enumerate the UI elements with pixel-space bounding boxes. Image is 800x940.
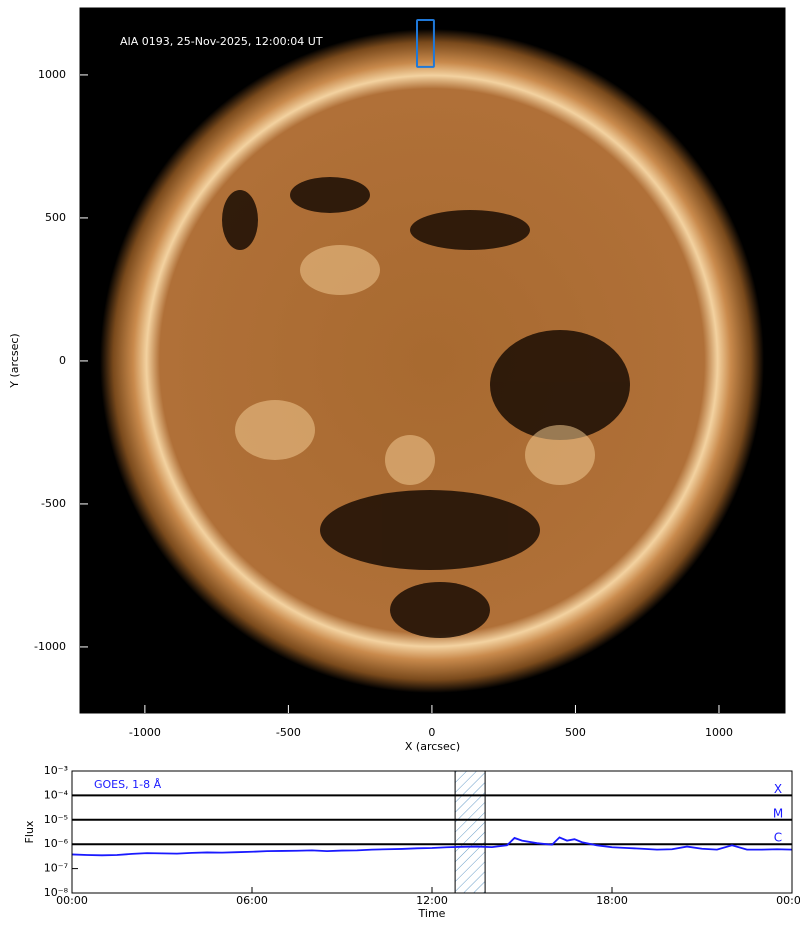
x-tick-label: 18:00 (596, 894, 628, 907)
y-axis-label: Y (arcsec) (8, 333, 21, 388)
level-label: M (773, 806, 783, 820)
x-tick-label: 500 (565, 726, 586, 739)
y-tick-label: 1000 (38, 68, 66, 81)
y-tick-label: 10⁻⁷ (44, 862, 68, 875)
x-tick-label: 00:00 (776, 894, 800, 907)
x-tick-label: 0 (428, 726, 435, 739)
level-label: X (774, 782, 782, 796)
level-label: C (774, 831, 782, 845)
y-tick-label: 10⁻⁸ (44, 886, 69, 899)
region-box (415, 19, 435, 68)
x-tick-label: -1000 (129, 726, 161, 739)
flux-line (71, 836, 793, 857)
y-tick-label: 10⁻⁵ (44, 813, 68, 826)
x-tick-label: -500 (276, 726, 301, 739)
x-tick-label: 12:00 (416, 894, 448, 907)
y-tick-label: 0 (59, 354, 66, 367)
annotation: AIA 0193, 25-Nov-2025, 12:00:04 UT (120, 35, 323, 48)
x-axis-label: X (arcsec) (405, 740, 460, 753)
y-tick-label: 10⁻⁶ (44, 837, 69, 850)
y-tick-label: 500 (45, 211, 66, 224)
plot-frame (71, 770, 793, 894)
x-tick-label: 1000 (705, 726, 733, 739)
y-tick-label: -1000 (34, 640, 66, 653)
highlight (454, 770, 486, 894)
y-axis-label: Flux (23, 820, 36, 843)
x-tick-label: 06:00 (236, 894, 268, 907)
y-tick-label: -500 (41, 497, 66, 510)
y-tick-label: 10⁻³ (44, 764, 68, 777)
legend-entry: GOES, 1-8 Å (94, 778, 162, 791)
solar-image (80, 8, 785, 713)
x-tick-label: 00:00 (56, 894, 88, 907)
y-tick-label: 10⁻⁴ (44, 788, 69, 801)
x-axis-label: Time (418, 907, 446, 920)
